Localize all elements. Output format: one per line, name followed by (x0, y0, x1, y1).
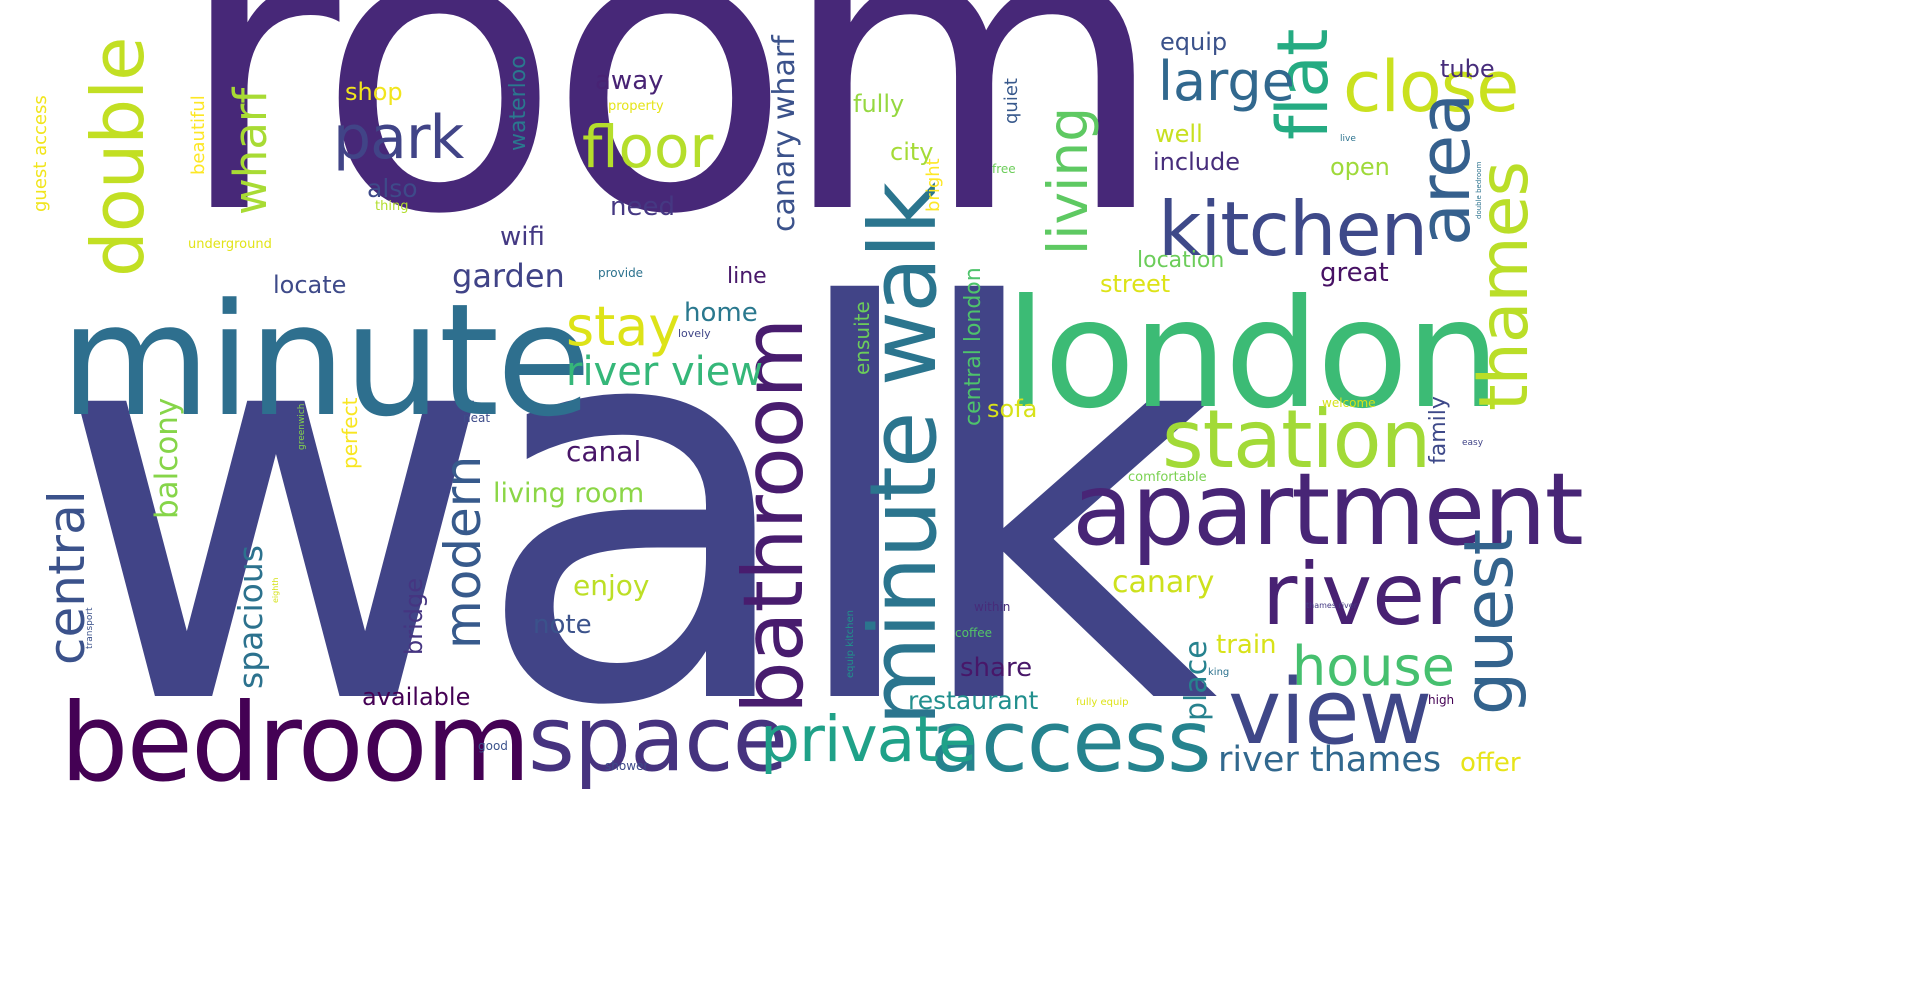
word-comfortable: comfortable (1128, 470, 1207, 485)
word-close: close (1343, 46, 1519, 128)
word-wharf: wharf (224, 87, 277, 215)
word-enjoy: enjoy (573, 569, 650, 602)
word-room: room (175, 0, 1168, 302)
word-kitchen: kitchen (1158, 185, 1428, 273)
word-canary-wharf: canary wharf (767, 35, 802, 232)
word-double-bedroom: double bedroom (1475, 161, 1483, 219)
word-king: king (1208, 667, 1230, 678)
word-bedroom: bedroom (60, 681, 531, 806)
word-guest-access: guest access (30, 95, 51, 212)
word-also: also (367, 174, 418, 203)
word-wifi: wifi (500, 222, 545, 252)
word-spacious: spacious (231, 545, 270, 689)
word-private: private (760, 703, 977, 776)
word-great: great (1320, 258, 1389, 288)
word-london: london (1005, 268, 1501, 442)
word-large: large (1158, 50, 1295, 113)
word-balcony: balcony (149, 397, 185, 519)
word-share: share (960, 653, 1033, 683)
word-beautiful: beautiful (188, 95, 209, 175)
word-note: note (533, 610, 592, 640)
word-waterloo: waterloo (506, 55, 531, 151)
word-include: include (1153, 148, 1240, 176)
word-underground: underground (188, 237, 272, 252)
word-living: living (1036, 106, 1100, 255)
word-thames-river: thames river (1306, 601, 1357, 610)
word-transport: transport (85, 607, 95, 649)
word-within: within (974, 600, 1011, 614)
word-fully: fully (853, 90, 905, 118)
word-apartment: apartment (1072, 451, 1584, 568)
word-park: park (333, 103, 464, 173)
word-modern: modern (434, 455, 492, 649)
word-central-london: central london (961, 267, 986, 426)
word-bridge: bridge (400, 577, 428, 655)
word-street: street (1100, 270, 1171, 298)
word-live: live (1340, 134, 1356, 144)
word-open: open (1330, 153, 1390, 181)
word-well: well (1155, 120, 1203, 148)
word-good: good (478, 739, 508, 753)
word-double: double (76, 37, 160, 277)
word-shower: shower (605, 759, 649, 773)
word-away: away (595, 66, 664, 96)
word-fully-equip: fully equip (1076, 697, 1129, 708)
word-high: high (1428, 693, 1455, 707)
word-river: river (1262, 545, 1461, 645)
word-provide: provide (598, 266, 644, 280)
word-city: city (890, 138, 934, 166)
word-location: location (1137, 248, 1225, 273)
word-offer: offer (1460, 748, 1521, 778)
word-river-thames: river thames (1218, 740, 1442, 780)
word-property: property (608, 99, 664, 114)
word-canal: canal (566, 435, 642, 468)
word-living-room: living room (493, 478, 645, 509)
word-neat: neat (463, 411, 491, 425)
word-easy: easy (1462, 438, 1484, 448)
word-coffee: coffee (955, 626, 992, 640)
word-canary: canary (1112, 565, 1215, 600)
word-guest: guest (1450, 529, 1529, 715)
word-train: train (1216, 630, 1277, 660)
word-locate: locate (273, 271, 347, 299)
word-eighth: eighth (271, 577, 280, 604)
word-station: station (1162, 393, 1431, 486)
word-stay: stay (566, 295, 681, 358)
word-lovely: lovely (678, 327, 711, 340)
word-sofa: sofa (987, 395, 1038, 423)
word-view: view (1228, 660, 1432, 765)
word-place: place (1179, 640, 1214, 721)
word-bright: bright (923, 158, 944, 212)
word-free: free (992, 162, 1016, 176)
word-home: home (684, 298, 758, 328)
word-quiet: quiet (1001, 78, 1022, 124)
word-walk: walk (55, 196, 1218, 824)
word-river-view: river view (566, 349, 764, 395)
word-available: available (362, 683, 471, 711)
word-house: house (1292, 635, 1455, 698)
word-thing: thing (375, 199, 409, 214)
word-family: family (1426, 396, 1451, 464)
word-line: line (727, 264, 767, 289)
word-garden: garden (452, 257, 565, 295)
word-restaurant: restaurant (908, 686, 1039, 715)
word-minute: minute (60, 270, 592, 451)
word-welcome: welcome (1322, 396, 1376, 410)
word-space: space (528, 687, 788, 792)
word-greenwich: greenwich (297, 403, 307, 450)
word-equip: equip (1160, 28, 1228, 56)
word-tube: tube (1440, 55, 1495, 83)
word-minute-walk: minute walk (850, 183, 957, 726)
word-floor: floor (582, 113, 714, 181)
word-need: need (610, 192, 675, 222)
word-equip-kitchen: equip kitchen (845, 610, 856, 678)
word-ensuite: ensuite (850, 301, 874, 375)
word-access: access (930, 693, 1211, 792)
word-shop: shop (345, 78, 403, 106)
word-perfect: perfect (338, 397, 362, 469)
